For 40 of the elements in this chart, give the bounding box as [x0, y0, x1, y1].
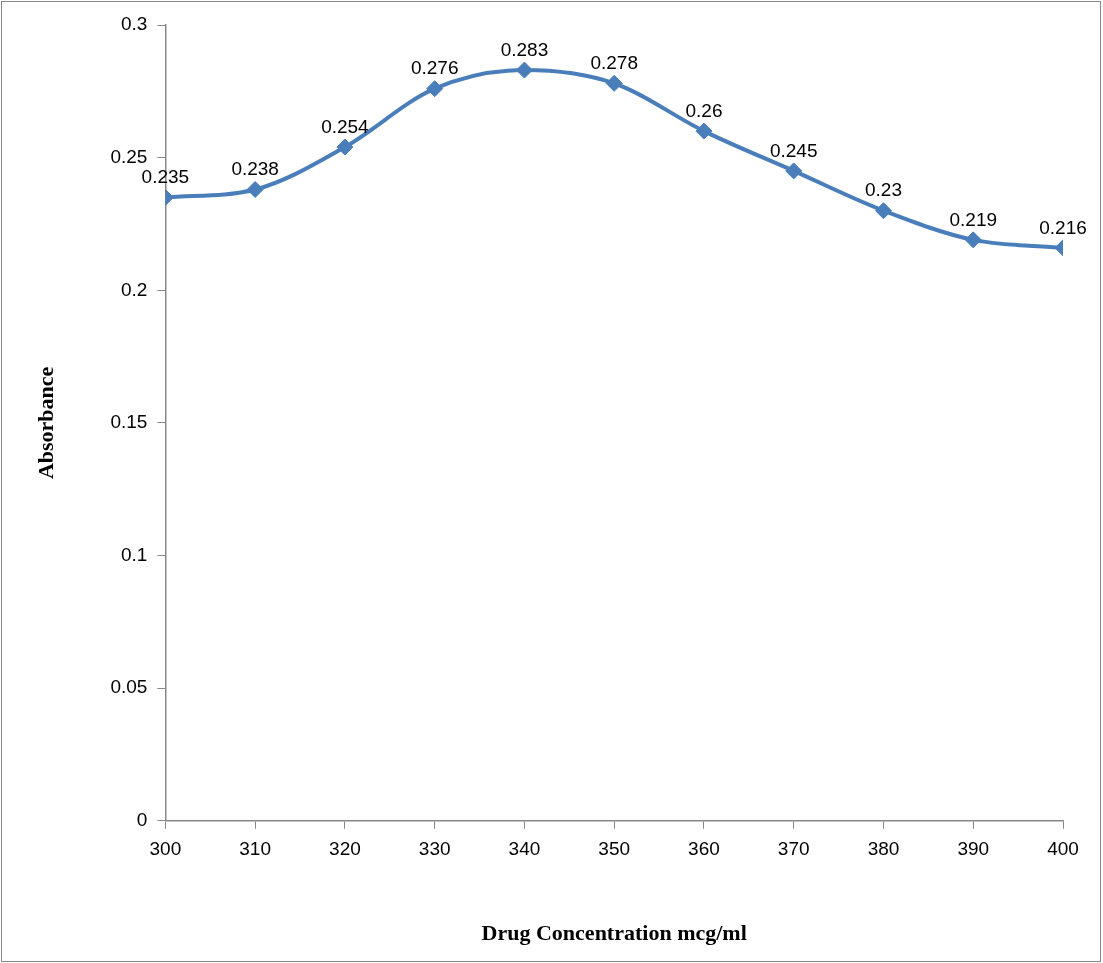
x-tick-label: 360: [688, 838, 720, 860]
point: [785, 162, 803, 180]
y-tick-label: 0.1: [120, 543, 148, 565]
point: [515, 61, 533, 79]
data-label: 0.235: [141, 166, 190, 188]
x-axis-title: Drug Concentration mcg/ml: [481, 920, 747, 946]
x-tick-label: 320: [329, 838, 361, 860]
y-tick-label: 0.3: [120, 13, 148, 35]
x-tick-label: 400: [1047, 838, 1079, 860]
data-label: 0.254: [321, 115, 370, 137]
data-label: 0.238: [231, 158, 279, 180]
point: [426, 80, 444, 98]
x-tick-label: 340: [508, 838, 541, 860]
data-label: 0.23: [864, 179, 902, 201]
x-tick-label: 330: [418, 838, 451, 860]
data-label: 0.283: [500, 38, 549, 60]
x-tick-label: 380: [867, 838, 900, 860]
data-label: 0.26: [685, 99, 723, 121]
x-tick-label: 300: [149, 838, 182, 860]
data-label: 0.245: [769, 139, 818, 161]
y-tick-label: 0: [136, 809, 148, 831]
data-label: 0.278: [590, 52, 638, 74]
point: [336, 138, 354, 156]
data-label: 0.216: [1039, 216, 1087, 238]
data-label: 0.276: [410, 57, 459, 79]
x-tick-label: 370: [777, 838, 810, 860]
x-tick-label: 390: [957, 838, 990, 860]
y-axis-title: Absorbance: [32, 366, 58, 480]
point: [695, 122, 713, 140]
data-label: 0.219: [949, 208, 998, 230]
y-tick-label: 0.2: [120, 278, 148, 300]
point: [964, 231, 982, 249]
point: [605, 74, 623, 92]
y-tick-label: 0.25: [110, 145, 148, 167]
y-tick-label: 0.15: [110, 411, 148, 433]
point: [874, 202, 892, 220]
y-tick-label: 0.05: [110, 676, 148, 698]
x-tick-label: 350: [598, 838, 631, 860]
point: [246, 180, 264, 198]
x-tick-label: 310: [239, 838, 271, 860]
